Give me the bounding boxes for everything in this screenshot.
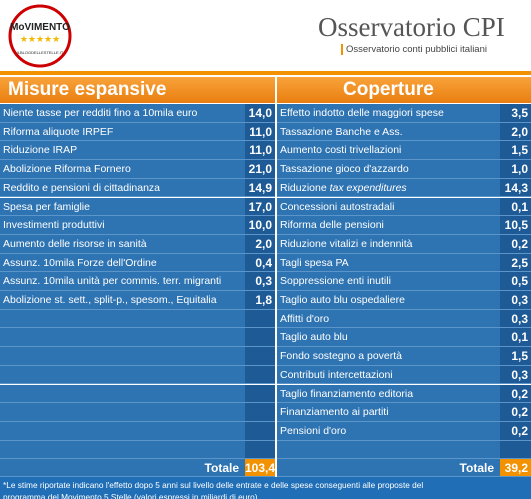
row-label: Abolizione st. sett., split-p., spesom.,… [0, 291, 245, 310]
total-label: Totale [0, 459, 245, 478]
row-label: Reddito e pensioni di cittadinanza [0, 178, 245, 198]
row-value: 0,4 [245, 253, 275, 273]
row-label [0, 328, 245, 348]
row-value: 0,3 [245, 272, 275, 291]
row-label [0, 440, 245, 460]
row-value: 0,3 [500, 291, 531, 310]
row-label: Tassazione Banche e Ass. [277, 122, 500, 142]
row-value: 3,5 [500, 104, 531, 123]
row-label: Tagli spesa PA [277, 253, 500, 273]
row-value: 0,1 [500, 197, 531, 217]
row-label: Finanziamento ai partiti [277, 403, 500, 422]
row-value: 2,0 [500, 122, 531, 142]
divider [0, 71, 531, 75]
row-value: 1,5 [500, 141, 531, 161]
row-label-italic: tax expenditures [329, 181, 407, 194]
row-label [0, 403, 245, 422]
row-value: 14,3 [500, 178, 531, 198]
heading: Coperture [277, 77, 531, 103]
row-value: 10,5 [500, 216, 531, 235]
row-value [245, 347, 275, 366]
row-value: 17,0 [245, 197, 275, 217]
row-label: Spesa per famiglie [0, 197, 245, 217]
heading: Misure espansive [0, 77, 275, 103]
row-label [0, 309, 245, 329]
row-label: Taglio auto blu [277, 328, 500, 348]
row-label: Riduzione vitalizi e indennità [277, 234, 500, 254]
row-label: Affitti d'oro [277, 309, 500, 329]
row-label: Contributi intercettazioni [277, 365, 500, 385]
row-value: 0,5 [500, 272, 531, 291]
row-label: Riforma delle pensioni [277, 216, 500, 235]
row-value [500, 440, 531, 460]
total-value: 39,2 [500, 459, 531, 478]
row-label: Assunz. 10mila Forze dell'Ordine [0, 253, 245, 273]
row-value: 0,2 [500, 234, 531, 254]
row-label: Soppressione enti inutili [277, 272, 500, 291]
row-label: Riduzione IRAP [0, 141, 245, 161]
row-value: 11,0 [245, 122, 275, 142]
logo: MoVIMENTO ★★★★★ ILBLOGDELLESTELLE.IT [8, 4, 72, 68]
row-value: 21,0 [245, 160, 275, 179]
row-label: Aumento costi trivellazioni [277, 141, 500, 161]
svg-text:★★★★★: ★★★★★ [20, 34, 60, 44]
footnote: *Le stime riportate indicano l'effetto d… [0, 477, 531, 499]
row-label: Abolizione Riforma Fornero [0, 160, 245, 179]
row-value [245, 328, 275, 348]
row-value: 0,3 [500, 309, 531, 329]
row-label: Fondo sostegno a povertà [277, 347, 500, 366]
row-label [0, 421, 245, 441]
row-label [277, 440, 500, 460]
total-label: Totale [277, 459, 500, 478]
row-value: 0,3 [500, 365, 531, 385]
row-label: Taglio auto blu ospedaliere [277, 291, 500, 310]
row-value: 14,0 [245, 104, 275, 123]
row-value: 0,2 [500, 384, 531, 404]
row-label: Effetto indotto delle maggiori spese [277, 104, 500, 123]
row-value [245, 403, 275, 422]
row-value: 1,0 [500, 160, 531, 179]
footnote-line: programma del Movimento 5 Stelle (valori… [3, 492, 260, 499]
row-value [245, 421, 275, 441]
row-value: 2,5 [500, 253, 531, 273]
logo-site: ILBLOGDELLESTELLE.IT [17, 50, 64, 55]
row-label [0, 384, 245, 404]
row-label: Aumento delle risorse in sanità [0, 234, 245, 254]
row-label [0, 347, 245, 366]
row-label: Riforma aliquote IRPEF [0, 122, 245, 142]
row-value [245, 384, 275, 404]
row-value: 10,0 [245, 216, 275, 235]
row-value: 11,0 [245, 141, 275, 161]
row-value [245, 309, 275, 329]
logo-name: MoVIMENTO [10, 22, 70, 33]
row-value: 1,5 [500, 347, 531, 366]
row-label: Tassazione gioco d'azzardo [277, 160, 500, 179]
row-value: 0,1 [500, 328, 531, 348]
row-label: Concessioni autostradali [277, 197, 500, 217]
row-label: Taglio finanziamento editoria [277, 384, 500, 404]
row-label: Assunz. 10mila unità per commis. terr. m… [0, 272, 245, 291]
title: Osservatorio CPI [318, 12, 505, 42]
row-value: 14,9 [245, 178, 275, 198]
total-value: 103,4 [245, 459, 275, 478]
row-label: Niente tasse per redditi fino a 10mila e… [0, 104, 245, 123]
row-value [245, 365, 275, 385]
row-value: 0,2 [500, 403, 531, 422]
row-value [245, 440, 275, 460]
subtitle: Osservatorio conti pubblici italiani [341, 44, 487, 55]
row-value: 2,0 [245, 234, 275, 254]
row-label [0, 365, 245, 385]
row-label: Investimenti produttivi [0, 216, 245, 235]
row-label: Pensioni d'oro [277, 421, 500, 441]
row-label: Riduzione tax expenditures [277, 178, 500, 198]
footnote-line: *Le stime riportate indicano l'effetto d… [3, 480, 424, 491]
row-value: 0,2 [500, 421, 531, 441]
row-value: 1,8 [245, 291, 275, 310]
